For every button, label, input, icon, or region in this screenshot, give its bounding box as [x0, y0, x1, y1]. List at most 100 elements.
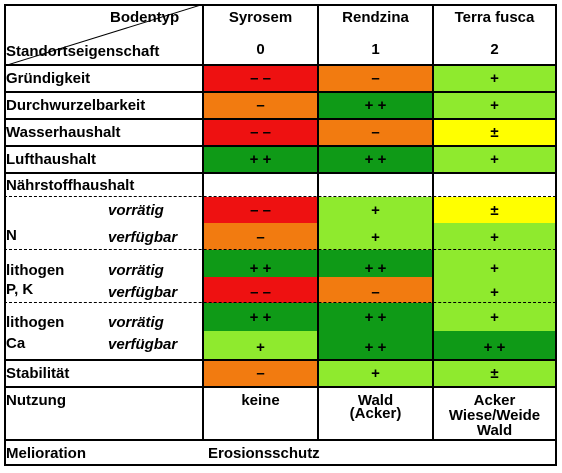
val-pk-vorraetig-terra: + — [490, 260, 499, 277]
val-lufthaushalt-syrosem: + + — [249, 151, 272, 168]
val-n-vorraetig-rendzina: + — [371, 202, 380, 219]
val-wasserhaushalt-rendzina: – — [371, 124, 380, 141]
cell-ca-verfuegbar-terra — [433, 331, 556, 360]
cell-gruendigkeit-terra — [433, 65, 556, 92]
val-ca-verfuegbar-rendzina: + + — [364, 339, 387, 356]
vline-2 — [432, 4, 434, 440]
val-durchwurzelbarkeit-rendzina: + + — [364, 97, 387, 114]
row-label-gruendigkeit: Gründigkeit — [6, 70, 91, 87]
cell-ca-verfuegbar-syrosem — [203, 331, 318, 360]
cell-lufthaushalt-rendzina — [318, 146, 433, 173]
cell-durchwurzelbarkeit-syrosem — [203, 92, 318, 119]
row-label-durchwurzelbarkeit: Durchwurzelbarkeit — [6, 97, 146, 114]
val-lufthaushalt-rendzina: + + — [364, 151, 387, 168]
ca-verfuegbar-label: verfügbar — [108, 336, 178, 353]
vline-1 — [317, 4, 319, 440]
row-label-stabilitaet: Stabilität — [6, 365, 70, 382]
cell-wasserhaushalt-rendzina — [318, 119, 433, 146]
cell-durchwurzelbarkeit-terra — [433, 92, 556, 119]
row-label-n: N — [6, 227, 17, 244]
nutzung-terra-line2: Wiese/Weide — [448, 407, 541, 424]
cell-ca-vorraetig-syrosem — [203, 303, 318, 331]
header-diagonal — [4, 4, 204, 66]
cell-ca-verfuegbar-rendzina — [318, 331, 433, 360]
cell-lufthaushalt-terra — [433, 146, 556, 173]
val-gruendigkeit-rendzina: – — [371, 70, 380, 87]
col-code-syrosem: 0 — [256, 41, 265, 58]
cell-pk-verfuegbar-terra — [433, 277, 556, 303]
val-durchwurzelbarkeit-terra: + — [490, 97, 499, 114]
row-label-naehrstoffhaushalt: Nährstoffhaushalt — [6, 177, 135, 194]
val-wasserhaushalt-terra: ± — [490, 124, 499, 141]
val-n-verfuegbar-syrosem: – — [256, 229, 265, 246]
nutzung-syrosem: keine — [241, 392, 280, 409]
cell-stabilitaet-syrosem — [203, 360, 318, 386]
nutzung-rendzina-line1: Wald — [357, 392, 394, 409]
dash-pk — [4, 249, 556, 250]
cell-durchwurzelbarkeit-rendzina — [318, 92, 433, 119]
hline-1 — [4, 91, 556, 93]
val-ca-vorraetig-rendzina: + + — [364, 309, 387, 326]
cell-pk-verfuegbar-rendzina — [318, 277, 433, 303]
val-ca-verfuegbar-syrosem: + — [256, 339, 265, 356]
col-name-syrosem: Syrosem — [228, 9, 293, 26]
val-durchwurzelbarkeit-syrosem: – — [256, 97, 265, 114]
val-n-verfuegbar-rendzina: + — [371, 229, 380, 246]
col-code-terra-fusca: 2 — [490, 41, 499, 58]
cell-pk-verfuegbar-syrosem — [203, 277, 318, 303]
pk-vorraetig-label: vorrätig — [108, 262, 164, 279]
pk-verfuegbar-label: verfügbar — [108, 284, 178, 301]
cell-n-verfuegbar-syrosem — [203, 223, 318, 250]
ca-vorraetig-label: vorrätig — [108, 314, 164, 331]
cell-gruendigkeit-rendzina — [318, 65, 433, 92]
val-ca-verfuegbar-terra: + + — [483, 339, 506, 356]
val-pk-verfuegbar-rendzina: – — [371, 284, 380, 301]
val-stabilitaet-terra: ± — [490, 365, 499, 382]
row-label-pk-line1: lithogen — [6, 262, 65, 279]
hline-nutzung — [4, 386, 556, 388]
n-vorraetig-label: vorrätig — [108, 202, 164, 219]
row-label-pk-line2: P, K — [6, 281, 34, 298]
frame-bottom — [4, 464, 556, 466]
val-n-verfuegbar-terra: + — [490, 229, 499, 246]
frame-top — [4, 4, 556, 6]
col-code-rendzina: 1 — [371, 41, 380, 58]
val-pk-vorraetig-syrosem: + + — [249, 260, 272, 277]
val-ca-vorraetig-terra: + — [490, 309, 499, 326]
hline-melioration — [4, 439, 556, 441]
cell-stabilitaet-rendzina — [318, 360, 433, 386]
val-gruendigkeit-syrosem: – – — [250, 70, 271, 87]
dash-ca — [4, 302, 556, 303]
val-gruendigkeit-terra: + — [490, 70, 499, 87]
hline-4 — [4, 172, 556, 174]
frame-right — [555, 4, 557, 466]
cell-n-vorraetig-syrosem — [203, 197, 318, 223]
row-label-nutzung: Nutzung — [6, 392, 66, 409]
cell-wasserhaushalt-syrosem — [203, 119, 318, 146]
cell-n-vorraetig-rendzina — [318, 197, 433, 223]
cell-pk-vorraetig-syrosem — [203, 250, 318, 277]
val-n-vorraetig-terra: ± — [490, 202, 499, 219]
val-wasserhaushalt-syrosem: – – — [250, 124, 271, 141]
cell-wasserhaushalt-terra — [433, 119, 556, 146]
row-label-lufthaushalt: Lufthaushalt — [6, 151, 96, 168]
header-standortseigenschaft: Standortseigenschaft — [6, 43, 160, 60]
val-stabilitaet-rendzina: + — [371, 365, 380, 382]
cell-stabilitaet-terra — [433, 360, 556, 386]
cell-n-verfuegbar-terra — [433, 223, 556, 250]
hline-2 — [4, 118, 556, 120]
val-pk-verfuegbar-syrosem: – – — [250, 284, 271, 301]
cell-n-vorraetig-terra — [433, 197, 556, 223]
frame-left — [4, 4, 6, 466]
cell-ca-vorraetig-rendzina — [318, 303, 433, 331]
col-name-terra-fusca: Terra fusca — [454, 9, 535, 26]
val-pk-verfuegbar-terra: + — [490, 284, 499, 301]
row-label-melioration: Melioration — [6, 445, 87, 462]
cell-gruendigkeit-syrosem — [203, 65, 318, 92]
cell-pk-vorraetig-terra — [433, 250, 556, 277]
val-n-vorraetig-syrosem: – – — [250, 202, 271, 219]
row-label-ca-line2: Ca — [6, 335, 26, 352]
dash-n — [4, 196, 556, 197]
nutzung-terra-line1: Acker — [473, 392, 516, 409]
